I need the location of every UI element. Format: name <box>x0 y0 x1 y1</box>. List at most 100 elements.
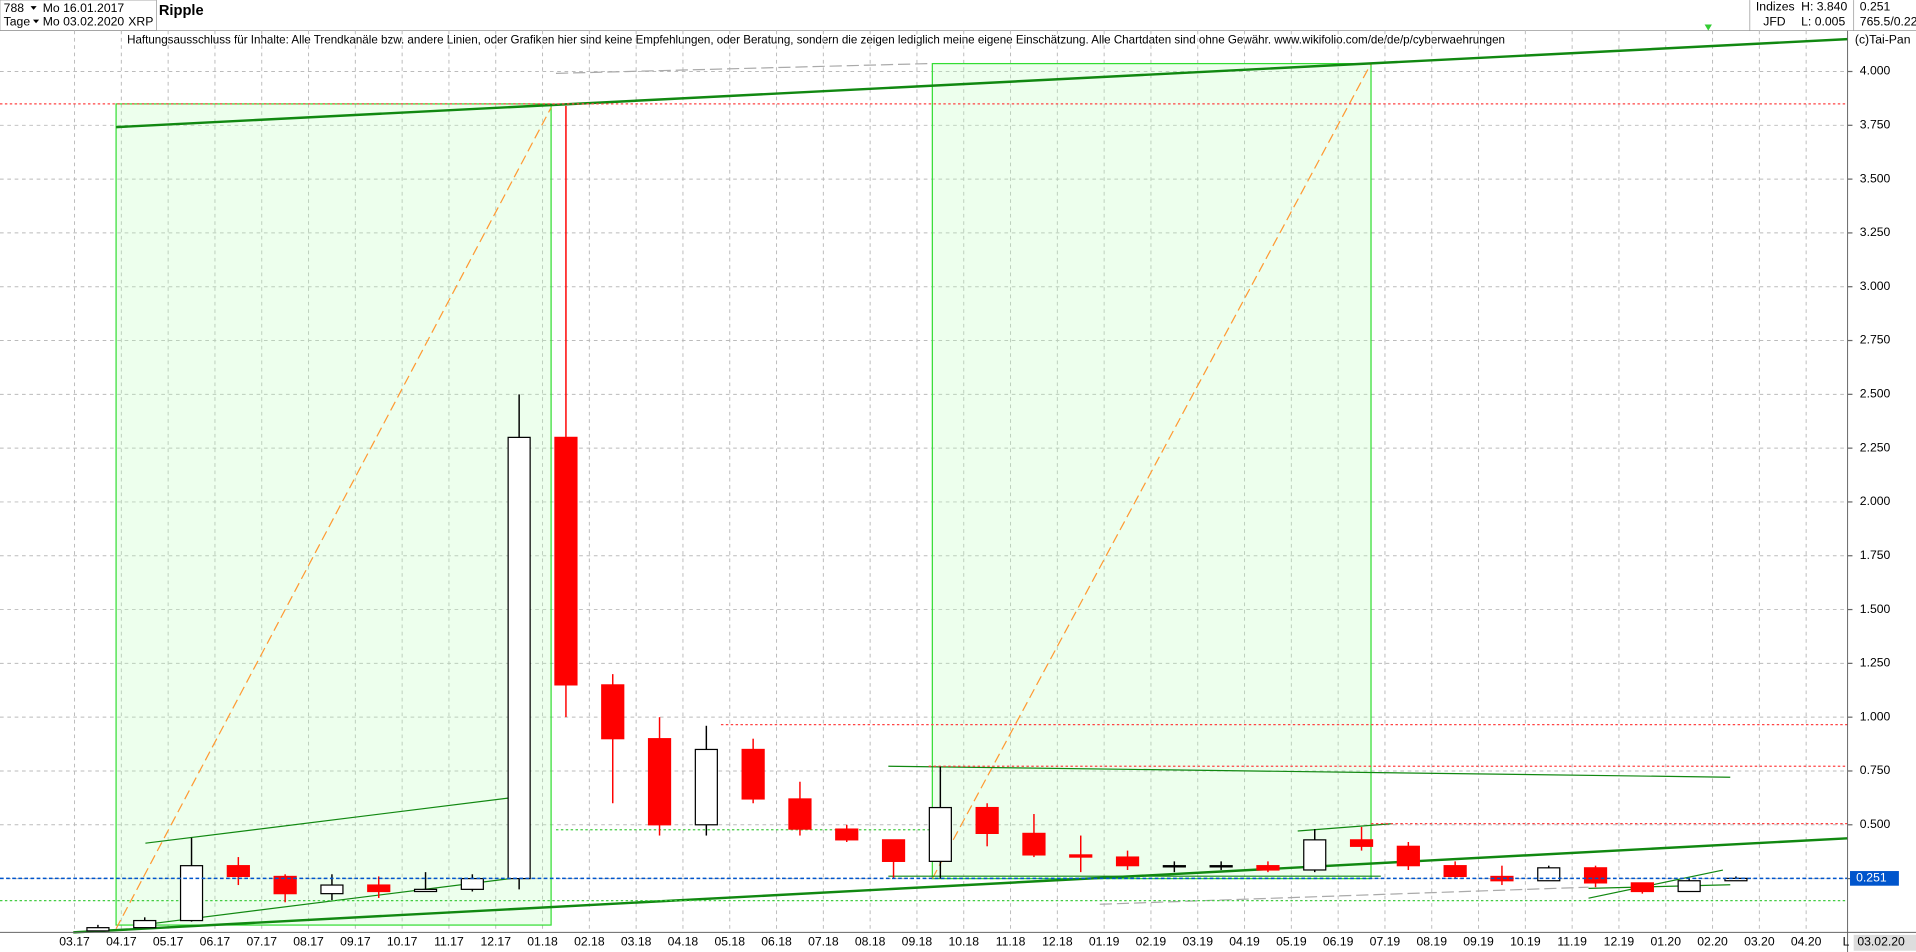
guide-line <box>1099 886 1589 905</box>
x-tick-label: 10.18 <box>948 934 979 948</box>
scale-mode[interactable]: L <box>1843 934 1850 948</box>
projection-line <box>931 63 1372 879</box>
x-tick-label: 03.17 <box>59 934 90 948</box>
projection-line <box>115 107 552 930</box>
candle-body <box>507 436 531 880</box>
start-date: Mo 16.01.2017 <box>43 1 125 15</box>
candle-body <box>1115 856 1140 867</box>
candle-body <box>86 927 110 932</box>
x-tick-label: 11.18 <box>996 934 1026 948</box>
candle-body <box>133 919 157 929</box>
end-date: Mo 03.02.2020 <box>43 14 125 28</box>
x-tick-label: 03.19 <box>1182 934 1213 948</box>
candle-body <box>601 684 625 740</box>
candle-body <box>413 888 438 893</box>
candle-body <box>1162 865 1186 868</box>
x-tick-label: 04.18 <box>668 934 699 948</box>
symbol: XRP <box>128 14 153 28</box>
x-tick-label: 07.19 <box>1370 934 1401 948</box>
x-tick-label: 11.17 <box>434 934 464 948</box>
low-info: L: 0.005 <box>1801 14 1845 28</box>
x-tick-label: 10.17 <box>387 934 418 948</box>
x-tick-label: 09.19 <box>1463 934 1494 948</box>
x-tick-label: 04.17 <box>106 934 137 948</box>
candle-body <box>1443 865 1467 878</box>
axis-labels: 0.2500.5000.7501.0001.2501.5001.7502.000… <box>59 64 1899 948</box>
x-tick-label: 04.19 <box>1229 934 1260 948</box>
last-price-box <box>1850 871 1899 886</box>
candle-body <box>1349 839 1374 847</box>
x-tick-label: 06.18 <box>761 934 792 948</box>
x-tick-label: 01.18 <box>527 934 558 948</box>
last-price: 0.251 <box>1860 0 1891 14</box>
trend-line <box>888 765 1731 778</box>
info-box <box>0 0 157 31</box>
x-tick-label: 12.18 <box>1042 934 1073 948</box>
y-tick-label: 3.250 <box>1860 225 1891 239</box>
candle-body <box>1069 854 1093 858</box>
trend-line <box>116 37 1848 129</box>
candle-body <box>835 828 859 841</box>
exchange: JFD <box>1763 14 1786 28</box>
candle-body <box>1630 882 1654 893</box>
candle-body <box>928 806 952 862</box>
drawings <box>0 37 1848 934</box>
candle-body <box>741 748 765 800</box>
x-tick-label: 05.18 <box>714 934 745 948</box>
date-box <box>1853 934 1916 951</box>
candle-body <box>273 875 297 895</box>
last-price-label: 0.251 <box>1856 871 1887 885</box>
x-tick-label: 01.19 <box>1089 934 1120 948</box>
dropdown-icon[interactable] <box>30 6 37 10</box>
x-tick-label: 07.18 <box>808 934 839 948</box>
x-tick-label: 09.17 <box>340 934 371 948</box>
x-tick-label: 12.19 <box>1604 934 1635 948</box>
copyright: (c)Tai-Pan <box>1855 33 1911 47</box>
y-tick-label: 0.750 <box>1860 763 1891 777</box>
y-tick-label: 3.750 <box>1860 118 1891 132</box>
y-tick-label: 3.000 <box>1860 279 1891 293</box>
candle-body <box>460 877 484 890</box>
x-tick-label: 06.17 <box>200 934 231 948</box>
x-tick-label: 12.17 <box>480 934 511 948</box>
candle-body <box>881 839 906 862</box>
candle-body <box>647 738 672 826</box>
y-tick-label: 2.500 <box>1860 387 1891 401</box>
zone-box <box>115 103 552 926</box>
x-tick-label: 03.18 <box>621 934 652 948</box>
candle-body <box>554 436 578 686</box>
x-tick-label: 02.19 <box>1136 934 1167 948</box>
x-tick-label: 08.18 <box>855 934 886 948</box>
x-tick-label: 07.17 <box>246 934 277 948</box>
bar-count[interactable]: 788 <box>4 1 25 15</box>
candles <box>0 105 1848 932</box>
y-tick-label: 4.000 <box>1860 64 1891 78</box>
trend-line <box>140 876 520 926</box>
x-tick-label: 11.19 <box>1557 934 1587 948</box>
disclaimer: Haftungsausschluss für Inhalte: Alle Tre… <box>127 33 1505 46</box>
marker-icon <box>1704 24 1712 31</box>
candle-body <box>226 865 250 878</box>
x-tick-label: 09.18 <box>902 934 933 948</box>
y-tick-label: 1.250 <box>1860 656 1891 670</box>
y-tick-label: 3.500 <box>1860 171 1891 185</box>
x-tick-label: 03.20 <box>1744 934 1775 948</box>
y-tick-label: 2.250 <box>1860 440 1891 454</box>
guide-line <box>555 62 929 74</box>
candle-body <box>320 884 344 895</box>
candle-body <box>1396 845 1420 867</box>
candle-body <box>975 806 999 835</box>
candle-body <box>694 748 718 826</box>
x-tick-label: 05.19 <box>1276 934 1307 948</box>
x-tick-label: 02.18 <box>574 934 605 948</box>
candle-body <box>1677 880 1701 893</box>
high-info: H: 3.840 <box>1801 0 1847 14</box>
x-tick-label: 08.17 <box>293 934 324 948</box>
ratio: 765.5/0.22 <box>1860 14 1916 28</box>
x-tick-label: 10.19 <box>1510 934 1541 948</box>
period[interactable]: Tage <box>4 14 31 28</box>
candle-body <box>1209 865 1233 868</box>
dropdown-icon[interactable] <box>32 19 40 24</box>
